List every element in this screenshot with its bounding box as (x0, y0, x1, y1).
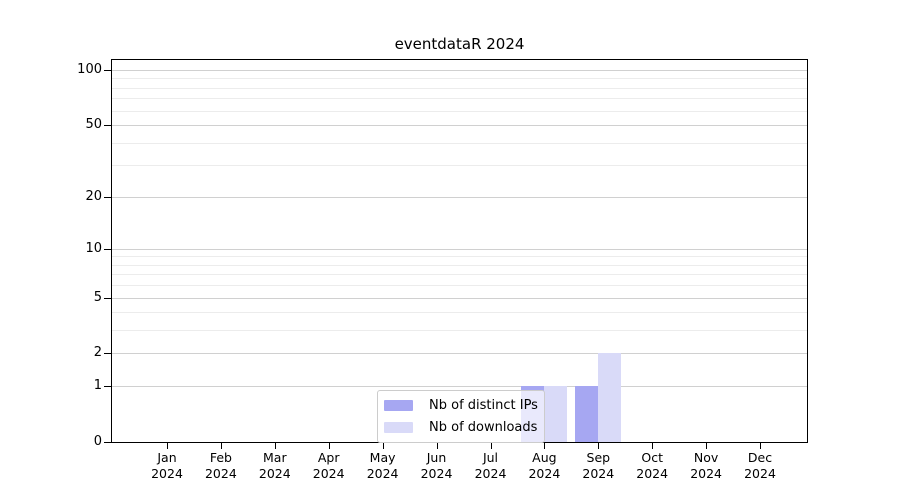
gridline-major (112, 125, 807, 127)
legend-item: Nb of distinct IPs (384, 395, 540, 416)
y-tick-mark (104, 70, 111, 71)
y-tick-label: 1 (93, 378, 102, 394)
y-tick-mark (104, 353, 111, 355)
gridline-major (112, 386, 807, 388)
gridline-minor (112, 110, 807, 112)
x-tick-year: 2024 (744, 466, 776, 481)
x-tick-label: Nov 2024 (666, 450, 746, 482)
y-tick-label: 10 (85, 240, 102, 256)
gridline-minor (112, 256, 807, 258)
bar-downloads-aug (544, 386, 568, 442)
y-tick-label: 50 (85, 117, 102, 133)
bar-layer (112, 60, 807, 442)
legend-item: Nb of downloads (384, 417, 540, 438)
x-tick-label: Dec 2024 (720, 450, 800, 482)
x-tick-label: Jan 2024 (127, 450, 207, 482)
plot-area: Nb of distinct IPs Nb of downloads (111, 59, 808, 443)
gridline-major (112, 353, 807, 355)
x-tick-mark (598, 443, 600, 449)
x-tick-mark (760, 443, 761, 449)
x-tick-mark (167, 443, 168, 449)
x-tick-month: Jul (482, 450, 499, 465)
x-tick-mark (544, 443, 546, 449)
x-tick-mark (652, 443, 654, 449)
x-tick-month: Sep (586, 450, 611, 465)
y-tick-mark (104, 442, 111, 443)
x-tick-label: Sep 2024 (558, 450, 638, 482)
x-tick-mark (382, 443, 384, 449)
legend-swatch (384, 400, 413, 411)
gridline-major (112, 196, 807, 198)
x-tick-year: 2024 (474, 466, 507, 481)
y-tick-mark (104, 196, 111, 198)
gridline-minor (112, 78, 807, 80)
legend-item-label: Nb of downloads (429, 420, 538, 435)
x-tick-label: Oct 2024 (612, 450, 692, 482)
x-tick-mark (706, 443, 708, 449)
x-tick-year: 2024 (690, 466, 722, 481)
x-tick-month: Nov (693, 450, 719, 465)
gridline-minor (112, 98, 807, 100)
x-tick-mark (436, 443, 438, 449)
x-tick-mark (220, 443, 222, 449)
x-tick-mark (490, 443, 492, 449)
legend-item-label: Nb of distinct IPs (429, 398, 538, 413)
x-tick-month: Feb (209, 450, 232, 465)
x-tick-label: Apr 2024 (289, 450, 369, 482)
y-tick-label: 5 (93, 289, 102, 305)
gridline-minor (112, 87, 807, 89)
y-tick-label: 20 (85, 188, 102, 204)
grid-layer (112, 60, 807, 442)
legend: Nb of distinct IPs Nb of downloads (377, 390, 545, 443)
x-tick-label: Aug 2024 (504, 450, 584, 482)
gridline-minor (112, 285, 807, 287)
y-tick-label: 100 (77, 62, 102, 77)
y-tick-mark (104, 248, 111, 250)
gridline-minor (112, 142, 807, 144)
x-tick-label: May 2024 (343, 450, 423, 482)
x-tick-month: Apr (317, 450, 340, 465)
y-tick-label: 2 (93, 345, 102, 361)
x-tick-mark (328, 443, 330, 449)
x-tick-year: 2024 (420, 466, 453, 481)
bar-distinct-ips-sep (575, 386, 599, 442)
gridline-minor (112, 264, 807, 266)
y-tick-mark (104, 386, 111, 388)
y-tick-label: 0 (93, 434, 102, 449)
x-tick-year: 2024 (366, 466, 399, 481)
y-tick-mark (104, 297, 111, 299)
x-tick-month: Mar (263, 450, 287, 465)
x-tick-label: Mar 2024 (235, 450, 315, 482)
x-tick-year: 2024 (258, 466, 291, 481)
gridline-minor (112, 165, 807, 167)
y-tick-mark (104, 125, 111, 127)
chart-title: eventdataR 2024 (394, 35, 525, 53)
x-tick-label: Jul 2024 (451, 450, 531, 482)
bar-downloads-sep (598, 353, 622, 442)
x-tick-month: Jun (426, 450, 447, 465)
x-tick-year: 2024 (636, 466, 669, 481)
gridline-major (112, 248, 807, 250)
x-tick-label: Feb 2024 (181, 450, 261, 482)
x-tick-month: Dec (747, 450, 773, 465)
gridline-major (112, 297, 807, 299)
x-tick-year: 2024 (582, 466, 615, 481)
x-tick-month: Jan (157, 450, 177, 465)
x-tick-year: 2024 (204, 466, 237, 481)
legend-swatch (384, 422, 413, 433)
x-tick-label: Jun 2024 (397, 450, 477, 482)
x-tick-mark (274, 443, 276, 449)
x-tick-month: Aug (532, 450, 557, 465)
gridline-minor (112, 312, 807, 314)
gridline-major (112, 70, 807, 71)
x-tick-month: Oct (641, 450, 663, 465)
gridline-minor (112, 330, 807, 332)
x-tick-month: May (369, 450, 396, 465)
gridline-minor (112, 274, 807, 276)
x-tick-year: 2024 (312, 466, 345, 481)
x-tick-year: 2024 (528, 466, 561, 481)
x-tick-year: 2024 (151, 466, 183, 481)
